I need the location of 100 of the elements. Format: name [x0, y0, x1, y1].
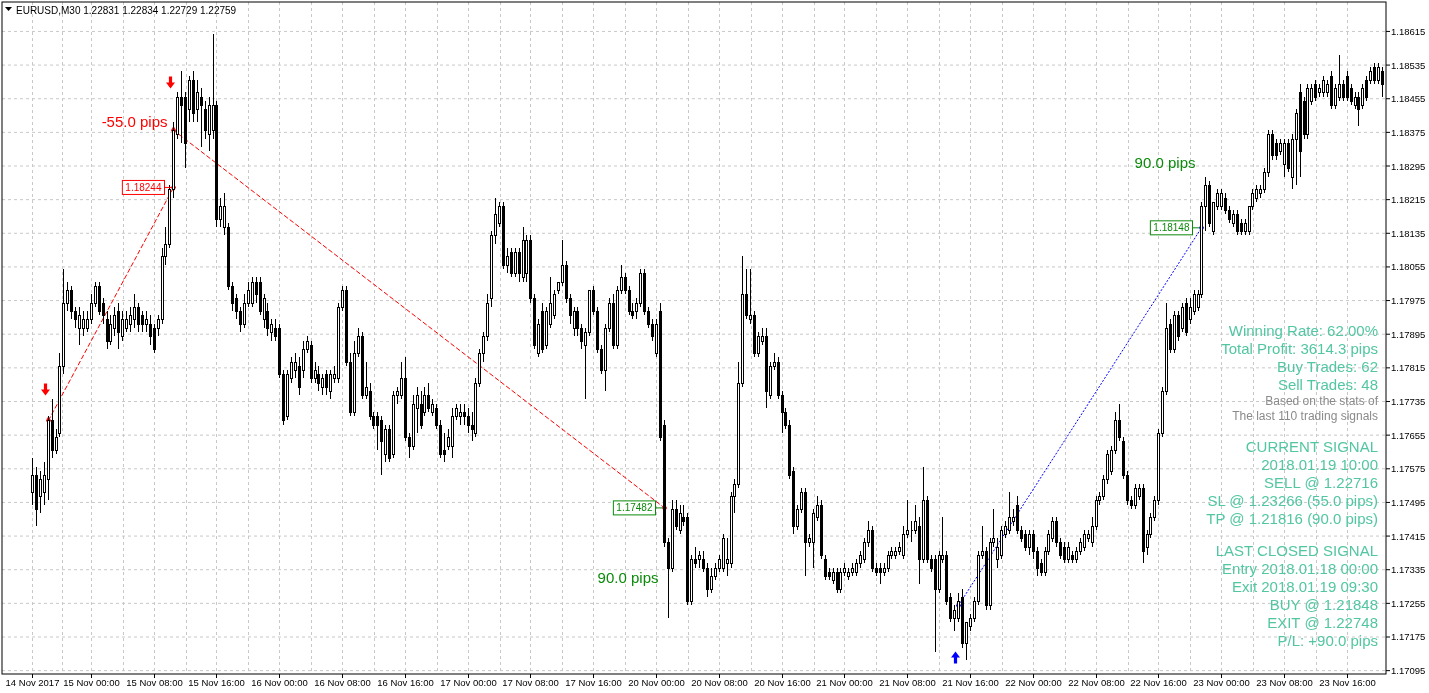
y-tick-label: 1.18215: [1391, 194, 1426, 206]
candlestick: [78, 306, 81, 346]
candlestick: [1067, 541, 1070, 564]
y-tick-label: 1.17975: [1391, 295, 1426, 307]
candlestick: [541, 302, 544, 354]
candlestick: [106, 310, 109, 350]
y-tick-label: 1.18455: [1391, 93, 1426, 105]
y-tick-label: 1.17895: [1391, 328, 1426, 340]
y-tick-label: 1.18295: [1391, 160, 1426, 172]
y-tick-label: 1.17735: [1391, 396, 1426, 407]
y-tick-label: 1.17815: [1391, 362, 1426, 374]
candlestick: [1083, 529, 1086, 552]
annotation: LAST CLOSED SIGNAL: [1215, 542, 1378, 559]
candlestick: [1063, 541, 1066, 564]
candlestick: [502, 201, 505, 270]
x-tick-label: 20 Nov 16:00: [754, 677, 811, 688]
candlestick: [1322, 75, 1325, 98]
data-label: 1.18244: [125, 182, 162, 194]
y-tick-label: 1.17255: [1391, 597, 1426, 609]
annotation: Total Profit: 3614.3 pips: [1221, 340, 1378, 357]
x-tick-label: 22 Nov 16:00: [1130, 677, 1187, 688]
annotation: Entry 2018.01.18 00:00: [1222, 560, 1378, 577]
candlestick: [1173, 310, 1176, 354]
annotation: Sell Trades: 48: [1277, 376, 1378, 393]
y-tick-label: 1.18055: [1391, 261, 1426, 273]
x-tick-label: 22 Nov 00:00: [1005, 677, 1062, 688]
y-tick-label: 1.17415: [1391, 530, 1426, 542]
candlestick: [710, 567, 713, 594]
annotation: The last 110 trading signals: [1232, 409, 1378, 423]
candlestick: [420, 390, 423, 430]
y-tick-label: 1.18375: [1391, 126, 1426, 138]
candlestick: [1134, 483, 1137, 510]
annotation: SELL @ 1.22716: [1264, 474, 1378, 491]
y-tick-label: 1.18135: [1391, 227, 1426, 239]
y-tick-label: 1.18535: [1391, 59, 1426, 71]
candlestick: [1381, 66, 1384, 98]
annotation: Buy Trades: 62: [1277, 358, 1378, 375]
candlestick: [1185, 297, 1188, 337]
annotation: P/L: +90.0 pips: [1277, 632, 1378, 649]
annotation: 90.0 pips: [597, 568, 659, 586]
candlestick: [894, 546, 897, 560]
candlestick: [1306, 83, 1309, 140]
candlestick: [1220, 188, 1223, 211]
candlestick: [1373, 62, 1376, 85]
candlestick: [851, 562, 854, 577]
candlestick: [879, 562, 882, 585]
candlestick: [133, 293, 136, 329]
annotation: Winning Rate: 62.00%: [1228, 322, 1378, 339]
annotation: Exit 2018.01.19 09:30: [1232, 578, 1378, 595]
x-tick-label: 17 Nov 16:00: [565, 677, 622, 688]
x-tick-label: 16 Nov 00:00: [251, 677, 308, 688]
candlestick: [804, 487, 807, 577]
candlestick: [820, 499, 823, 560]
candlestick: [317, 365, 320, 392]
candlestick: [380, 415, 383, 476]
x-tick-label: 17 Nov 08:00: [502, 677, 559, 688]
candlestick: [836, 567, 839, 594]
candlestick: [1283, 138, 1286, 178]
candlestick: [871, 525, 874, 573]
x-tick-label: 16 Nov 16:00: [377, 677, 434, 688]
annotation: 90.0 pips: [1134, 153, 1196, 171]
annotation: BUY @ 1.21848: [1269, 596, 1378, 613]
chart-title: EURUSD,M30 1.22831 1.22834 1.22729 1.22759: [16, 5, 237, 16]
candlestick: [1142, 483, 1145, 564]
candlestick: [765, 327, 768, 409]
candlestick: [522, 226, 525, 283]
candlestick: [510, 247, 513, 278]
candlestick: [1028, 529, 1031, 556]
candlestick: [329, 369, 332, 400]
annotation: SL @ 1.23266 (55.0 pips): [1207, 492, 1378, 509]
x-tick-label: 23 Nov 08:00: [1256, 677, 1313, 688]
x-tick-label: 21 Nov 16:00: [942, 677, 999, 688]
candlestick: [392, 390, 395, 459]
x-tick-label: 15 Nov 16:00: [188, 677, 245, 688]
candlestick: [427, 382, 430, 413]
annotation: -55.0 pips: [101, 113, 168, 131]
candlestick: [887, 550, 890, 573]
x-tick-label: 23 Nov 16:00: [1319, 677, 1376, 688]
candlestick: [451, 407, 454, 459]
y-tick-label: 1.17655: [1391, 429, 1426, 441]
x-tick-label: 20 Nov 00:00: [628, 677, 685, 688]
candlestick: [1314, 79, 1317, 102]
candlestick: [325, 369, 328, 396]
candlestick: [361, 331, 364, 400]
x-tick-label: 17 Nov 00:00: [440, 677, 497, 688]
annotation: 2018.01.19 10:00: [1261, 456, 1378, 473]
candlestick: [514, 247, 517, 278]
x-tick-label: 23 Nov 00:00: [1193, 677, 1250, 688]
candlestick: [310, 340, 313, 384]
annotation: TP @ 1.21816 (90.0 pips): [1206, 510, 1378, 527]
candlestick: [1008, 491, 1011, 535]
y-tick-label: 1.18615: [1391, 25, 1426, 37]
x-tick-label: 21 Nov 08:00: [879, 677, 936, 688]
annotation: Based on the stats of: [1265, 394, 1379, 408]
candlestick: [839, 567, 842, 594]
candlestick: [1024, 529, 1027, 552]
x-tick-label: 14 Nov 2017: [5, 677, 60, 688]
y-tick-label: 1.17335: [1391, 564, 1426, 576]
candlestick: [1346, 70, 1349, 102]
x-tick-label: 15 Nov 00:00: [63, 677, 120, 688]
